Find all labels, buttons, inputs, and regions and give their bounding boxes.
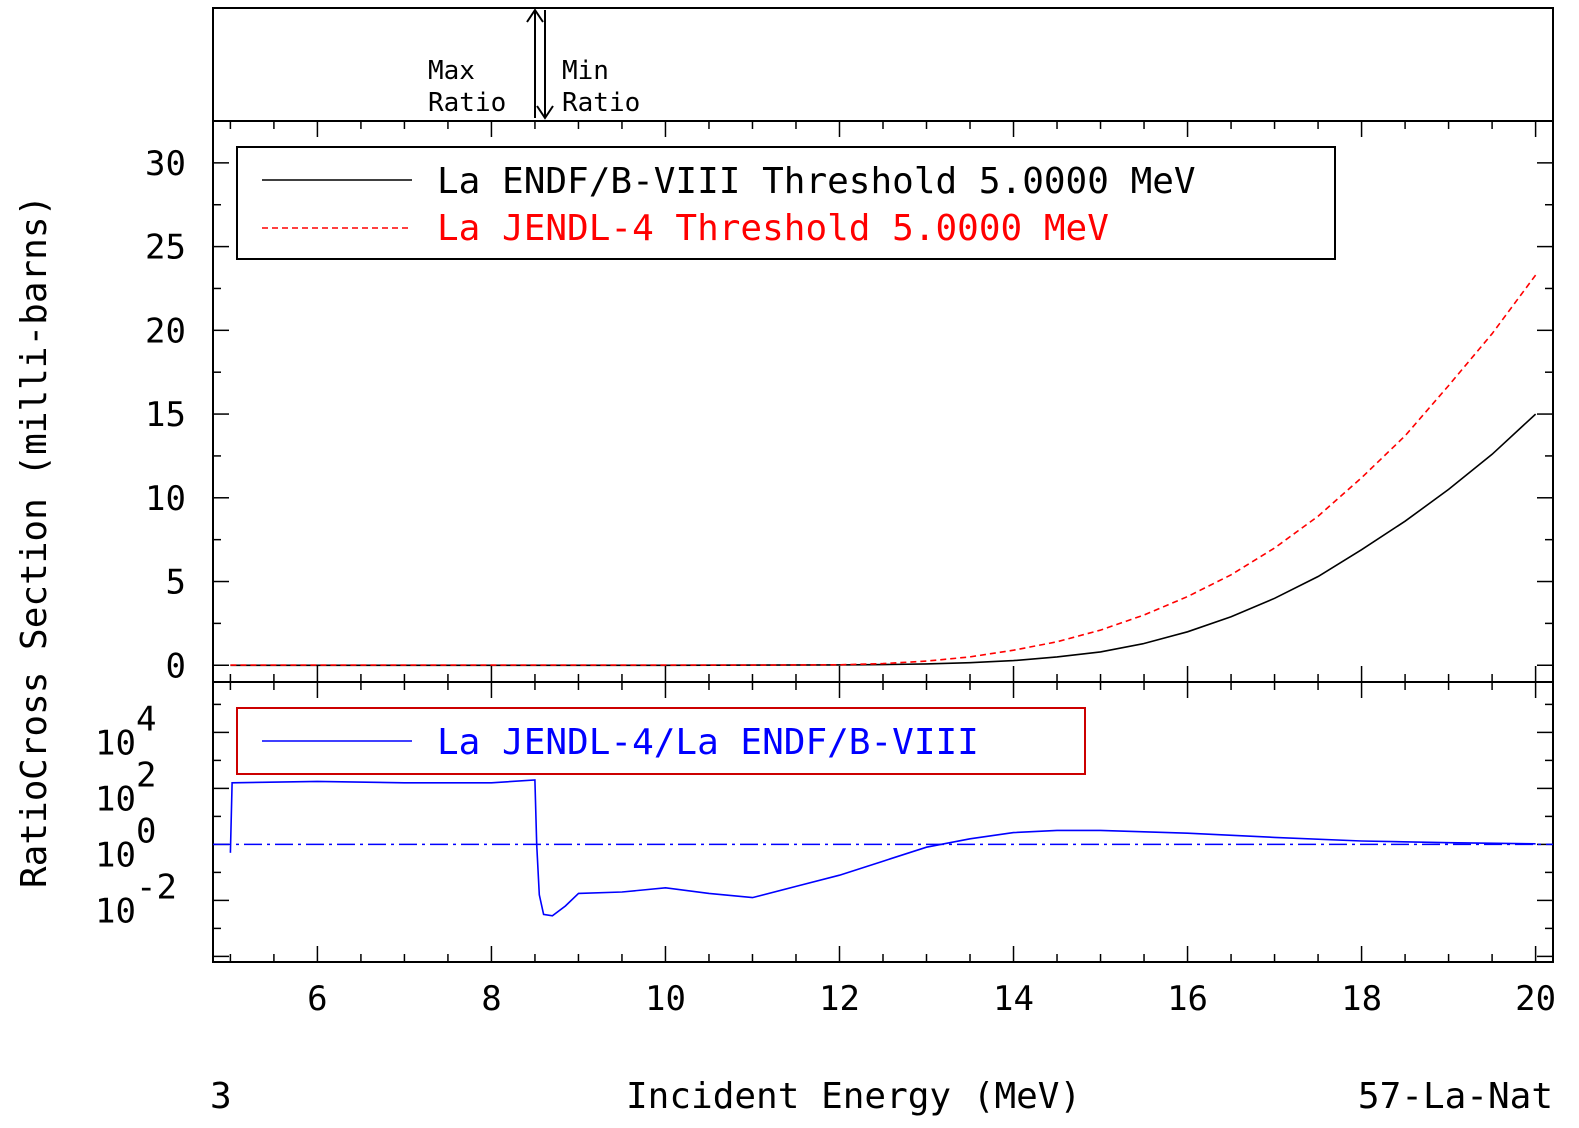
footer-left: 3	[210, 1076, 232, 1117]
ratio-tick-label-exponent: 4	[136, 699, 156, 739]
cross-section-legend: La ENDF/B-VIII Threshold 5.0000 MeV La J…	[236, 146, 1336, 260]
min-ratio-label-2: Ratio	[562, 88, 640, 118]
y-axis-label-ratio: Ratio	[14, 780, 55, 888]
y-tick-label: 20	[145, 311, 186, 351]
y-axis-label-cross-section: Cross Section (milli-barns)	[14, 195, 55, 780]
series-endf-line	[230, 413, 1537, 667]
chart-series	[213, 274, 1553, 917]
ratio-tick-label-base: 10	[95, 835, 136, 875]
x-tick-label: 16	[1167, 979, 1208, 1019]
x-tick-label: 14	[993, 979, 1034, 1019]
x-tick-label: 12	[819, 979, 860, 1019]
top-panel-frame	[212, 7, 1554, 122]
legend-label-endf: La ENDF/B-VIII Threshold 5.0000 MeV	[437, 161, 1196, 202]
y-tick-label: 5	[166, 563, 186, 603]
max-ratio-label-1: Max	[428, 56, 475, 86]
ratio-tick-label-exponent: 2	[136, 755, 156, 795]
ratio-tick-label-base: 10	[95, 891, 136, 931]
footer-right: 57-La-Nat	[1358, 1076, 1553, 1117]
min-ratio-label-1: Min	[562, 56, 609, 86]
max-ratio-label-2: Ratio	[428, 88, 506, 118]
y-tick-label: 10	[145, 479, 186, 519]
legend-label-jendl: La JENDL-4 Threshold 5.0000 MeV	[437, 208, 1109, 249]
cross-section-legend-box	[236, 146, 1336, 260]
max-ratio-arrow-icon	[526, 8, 544, 23]
x-tick-label: 6	[307, 979, 327, 1019]
ratio-tick-label-exponent: -2	[136, 867, 177, 907]
x-tick-label: 10	[645, 979, 686, 1019]
series-ratio-line	[229, 779, 1536, 917]
y-tick-label: 15	[145, 395, 186, 435]
max-min-ratio-indicator	[526, 8, 554, 120]
y-axis-title: Ratio Cross Section (milli-barns)	[14, 195, 55, 888]
legend-label-ratio: La JENDL-4/La ENDF/B-VIII	[437, 722, 979, 763]
ratio-legend: La JENDL-4/La ENDF/B-VIII	[236, 707, 1086, 775]
ratio-tick-label-base: 10	[95, 723, 136, 763]
ratio-tick-label-exponent: 0	[136, 811, 156, 851]
y-tick-label: 30	[145, 144, 186, 184]
x-tick-label: 8	[481, 979, 501, 1019]
y-tick-label: 25	[145, 228, 186, 268]
x-axis-label: Incident Energy (MeV)	[626, 1076, 1081, 1117]
y-tick-label: 0	[166, 646, 186, 686]
series-jendl-line	[230, 274, 1537, 666]
min-ratio-arrow-icon	[536, 105, 554, 120]
ratio-tick-label-base: 10	[95, 779, 136, 819]
x-tick-label: 20	[1515, 979, 1556, 1019]
x-tick-label: 18	[1341, 979, 1382, 1019]
